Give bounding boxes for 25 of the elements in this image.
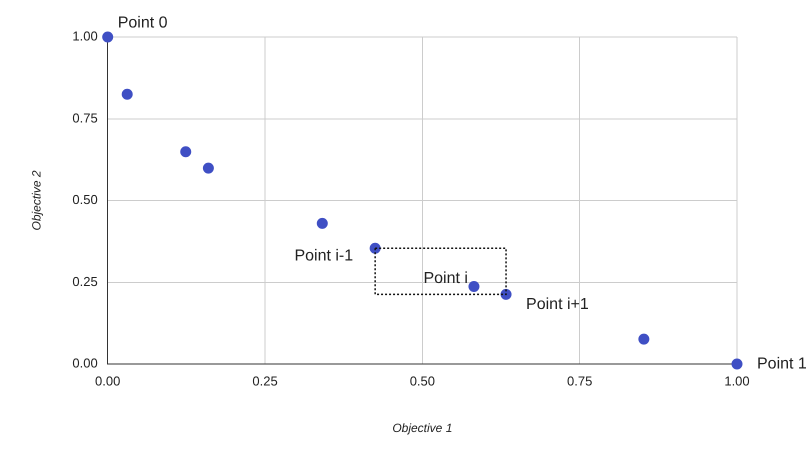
annotation: Point 0 xyxy=(118,14,168,32)
annotation: Point i xyxy=(423,270,468,287)
point xyxy=(732,358,742,370)
point xyxy=(468,281,480,292)
x-tick-label: 0.00 xyxy=(95,373,120,388)
y-tick-label: 1.00 xyxy=(72,28,98,44)
point xyxy=(638,334,650,345)
annotation: Point i+1 xyxy=(526,296,589,313)
point xyxy=(202,162,214,174)
point xyxy=(122,88,133,100)
point xyxy=(102,32,114,42)
annotation: Point i-1 xyxy=(294,248,354,265)
x-tick-label: 0.75 xyxy=(567,373,592,388)
x-tick-label: 1.00 xyxy=(724,373,750,388)
annotation: Point 1 xyxy=(757,355,807,372)
y-tick-label: 0.50 xyxy=(72,192,98,208)
x-axis-title: Objective 1 xyxy=(392,421,452,436)
y-tick-label: 0.25 xyxy=(72,274,98,289)
y-tick-label: 0.75 xyxy=(72,110,98,126)
point xyxy=(316,218,328,229)
y-axis-title: Objective 2 xyxy=(30,170,44,231)
x-tick-label: 0.50 xyxy=(410,373,436,388)
y-tick-label: 0.00 xyxy=(72,356,98,371)
x-tick-label: 0.25 xyxy=(252,373,278,388)
point xyxy=(180,146,192,158)
